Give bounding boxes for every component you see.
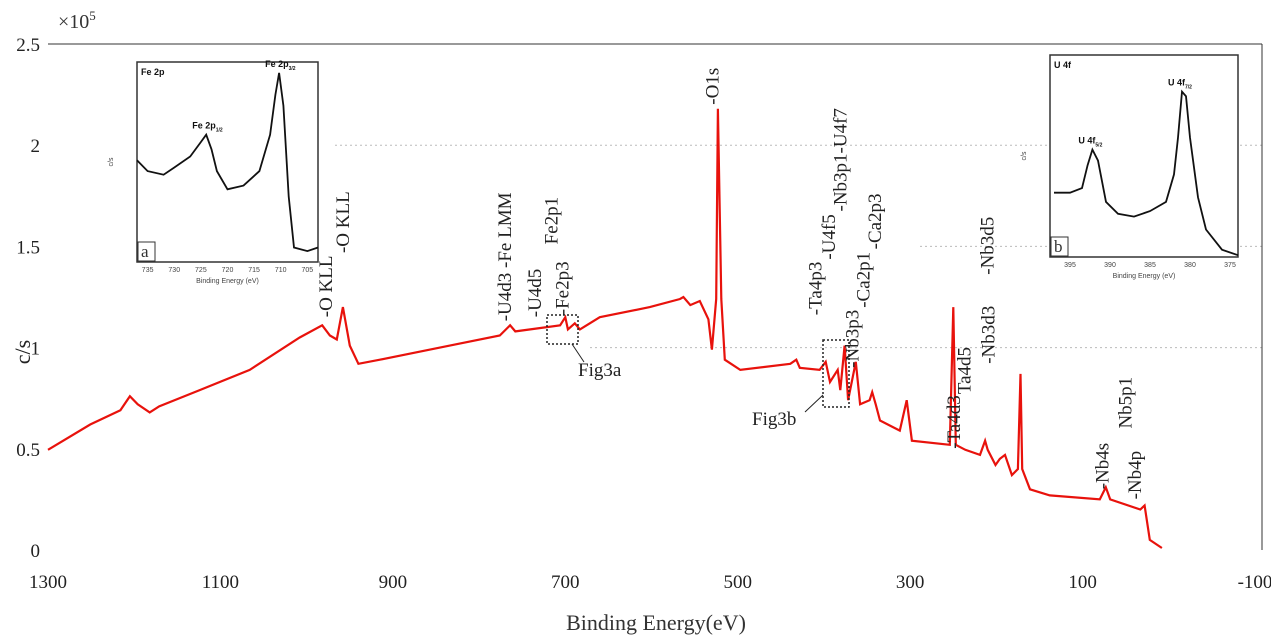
peak-label: -Fe2p3 (553, 261, 574, 315)
y-tick-label: 1.5 (16, 237, 40, 258)
x-tick-labels: 1300 1100 900 700 500 300 100 -100 (29, 572, 1271, 593)
peak-label: Fe2p1 (541, 197, 562, 245)
inset-x-tick: 385 (1144, 262, 1156, 269)
y-tick-label: 0.5 (16, 440, 40, 461)
x-axis-label: Binding Energy(eV) (566, 610, 746, 635)
peak-label: -U4d5 (525, 269, 546, 318)
inset-letter: b (1054, 237, 1063, 256)
inset-y-label: c/s (1021, 151, 1028, 160)
peak-label: -Nb4s (1092, 443, 1113, 489)
peak-label: -U4d3 -Fe LMM (495, 192, 516, 321)
peak-annotations: -O KLL -O KLL -U4d3 -Fe LMM -U4d5 -Fe2p3 Fe2p… (316, 68, 1146, 500)
peak-label: -O1s (703, 68, 724, 105)
inset-title: U 4f (1054, 60, 1072, 70)
fig3a-box (546, 314, 579, 345)
inset-x-tick: 375 (1224, 262, 1236, 269)
inset-x-tick: 395 (1064, 262, 1076, 269)
inset-x-tick: 705 (302, 267, 314, 274)
peak-label: -U4f5 (819, 214, 840, 259)
peak-label: -Nb3d3 (978, 306, 999, 364)
inset-frame (136, 61, 319, 263)
fig3b-box (822, 339, 850, 408)
x-tick-label: 500 (723, 572, 752, 593)
inset-x-tick: 715 (248, 267, 260, 274)
inset-series-line (136, 72, 319, 253)
peak-label: -O KLL (333, 191, 354, 253)
x-tick-label: 900 (379, 572, 408, 593)
peak-label: Ta4d5 (954, 347, 975, 394)
y-multiplier-base: ×10 (58, 11, 89, 33)
fig3a-callout: Fig3a (578, 360, 622, 381)
inset-peak-subscript: 1/2 (216, 128, 223, 134)
inset-x-tick: 390 (1104, 262, 1116, 269)
peak-label: -Nb3p1-U4f7 (830, 108, 851, 211)
inset-x-tick: 720 (222, 267, 234, 274)
peak-label: -Ca2p1 (854, 252, 875, 308)
inset-x-label: Binding Energy (eV) (1113, 273, 1176, 280)
inset-letter: a (141, 242, 149, 261)
inset-letter-box (137, 241, 156, 262)
x-tick-label: 1100 (202, 572, 239, 593)
peak-label: -Nb3p3 (842, 310, 863, 368)
x-tick-label: 1300 (29, 572, 67, 593)
inset-x-tick: 730 (168, 267, 180, 274)
inset-fe2p: 7357307257207157107050.4E40.6E40.8E4Bind… (108, 59, 319, 285)
y-tick-labels: 0 0.5 1 1.5 2 2.5 (16, 35, 40, 562)
inset-peak-label: Fe 2p3/2 (265, 59, 296, 72)
inset-peak-subscript: 7/2 (1185, 85, 1192, 91)
inset-y-label: c/s (108, 157, 115, 166)
peak-label: -Ta4d3 (944, 395, 965, 449)
inset-peak-subscript: 3/2 (289, 66, 296, 72)
inset-x-tick: 710 (275, 267, 287, 274)
peak-label: -Ca2p3 (865, 193, 886, 249)
inset-x-tick: 725 (195, 267, 207, 274)
inset-u4f: 3953903853803753.4E43.6E43.8E44.0E44.2E4… (1021, 54, 1239, 280)
inset-peak-subscript: 5/2 (1095, 143, 1102, 149)
fig3b-leader (804, 394, 824, 413)
peak-label: -O KLL (316, 256, 337, 318)
peak-label: -Nb3d5 (978, 217, 999, 275)
y-tick-label: 2.5 (16, 35, 40, 56)
y-tick-label: 0 (31, 541, 41, 562)
y-multiplier: ×105 (58, 8, 96, 33)
inset-frame (1049, 54, 1239, 258)
fig3b-callout: Fig3b (752, 409, 796, 430)
x-tick-label: 700 (551, 572, 580, 593)
inset-letter-box (1050, 236, 1069, 257)
x-tick-label: 300 (896, 572, 925, 593)
peak-label: Nb5p1 (1116, 377, 1137, 429)
inset-title: Fe 2p (141, 67, 165, 77)
inset-x-label: Binding Energy (eV) (196, 278, 259, 285)
inset-series-line (1054, 89, 1239, 257)
inset-x-tick: 735 (142, 267, 154, 274)
peak-label: -Ta4p3 (805, 262, 826, 316)
y-axis-label: c/s (10, 340, 35, 364)
x-tick-label: -100 (1238, 572, 1271, 593)
inset-x-tick: 380 (1184, 262, 1196, 269)
peak-label: -Nb4p (1125, 451, 1146, 500)
y-tick-label: 2 (31, 136, 41, 157)
y-multiplier-exponent: 5 (89, 8, 96, 23)
x-tick-label: 100 (1068, 572, 1097, 593)
survey-series-line (47, 108, 1163, 549)
inset-peak-label: Fe 2p1/2 (192, 121, 223, 134)
y-tick-label: 1 (31, 339, 41, 360)
fig3a-leader (571, 343, 585, 363)
